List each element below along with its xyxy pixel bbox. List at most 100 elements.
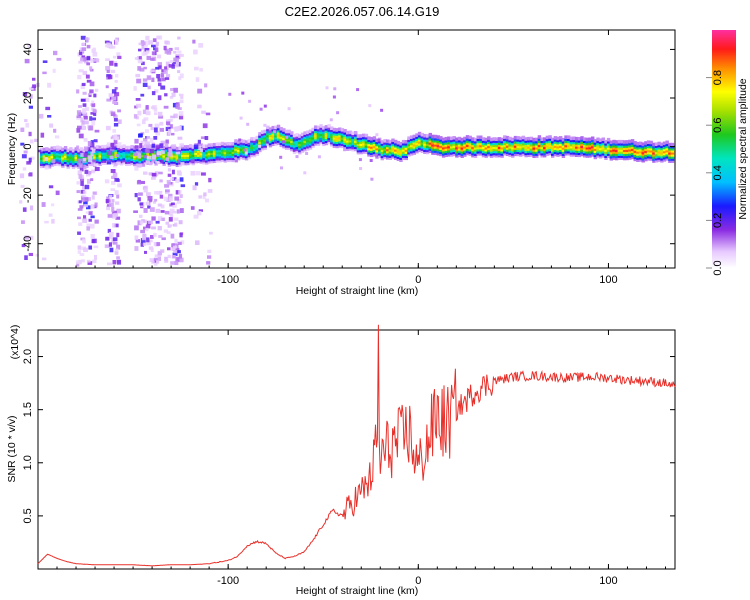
spectrogram-cell — [420, 141, 424, 145]
spectrogram-cell — [628, 139, 632, 144]
spectrogram-cell — [367, 148, 371, 153]
spectrogram-cell — [114, 146, 118, 150]
spectrogram-speckle — [77, 245, 82, 250]
spectrogram-speckle — [142, 50, 148, 56]
spectrogram-cell — [61, 157, 65, 162]
spectrogram-cell — [85, 160, 89, 164]
spectrogram-cell — [468, 135, 472, 140]
spectrogram-speckle — [157, 203, 162, 207]
spectrogram-cell — [266, 133, 270, 138]
spectrogram-cell — [420, 149, 424, 153]
spectrogram-cell — [559, 140, 563, 144]
spectrogram-speckle — [83, 204, 88, 208]
spectrogram-cell — [53, 152, 57, 156]
spectrogram-cell — [362, 139, 366, 144]
spectrogram-cell — [300, 149, 305, 153]
spectrogram-cell — [114, 156, 118, 161]
snr-frame — [37, 329, 676, 570]
spectrogram-cell — [215, 159, 219, 163]
spectrogram-cell — [308, 131, 313, 136]
spectrogram-speckle — [195, 240, 200, 246]
spectrogram-speckle — [94, 202, 98, 208]
spectrogram-cell — [596, 141, 600, 146]
spectrogram-cell — [263, 133, 267, 138]
spectrogram-cell — [324, 127, 329, 131]
spectrogram-cell — [45, 161, 49, 166]
spectrogram-speckle — [86, 44, 91, 49]
spectrogram-speckle — [77, 216, 81, 220]
spectrogram-speckle — [157, 216, 163, 221]
spectrogram-cell — [364, 133, 369, 138]
spectrogram-cell — [447, 151, 451, 155]
spectrogram-cell — [346, 130, 350, 135]
spectrogram-cell — [593, 151, 597, 156]
spectrogram-cell — [378, 152, 382, 156]
spectrogram-speckle — [76, 181, 80, 185]
spectrogram-speckle — [133, 210, 138, 213]
spectrogram-cell — [489, 152, 494, 156]
chart-title: C2E2.2026.057.06.14.G19 — [285, 4, 440, 19]
spectrogram-cell — [346, 137, 350, 141]
spectrogram-speckle — [76, 262, 80, 267]
spectrogram-cell — [340, 142, 345, 147]
spectrogram-cell — [236, 146, 241, 150]
spectrogram-cell — [657, 147, 661, 152]
spectrogram-cell — [69, 161, 73, 166]
spectrogram-cell — [103, 161, 108, 165]
spectrogram-cell — [154, 155, 158, 160]
spectrogram-speckle — [149, 258, 155, 262]
spectrogram-speckle — [168, 224, 172, 228]
spectrogram-cell — [476, 150, 480, 154]
spectrogram-cell — [343, 131, 347, 135]
spectrogram-speckle — [325, 86, 329, 90]
spectrogram-cell — [117, 144, 121, 148]
spectrogram-cell — [39, 148, 44, 152]
spectrogram-cell — [551, 146, 555, 150]
spectrogram-cell — [127, 149, 132, 154]
spectrogram-cell — [324, 125, 329, 129]
spectrogram-speckle — [158, 65, 162, 69]
spectrogram-cell — [194, 157, 198, 162]
spectrogram-speckle — [155, 130, 161, 136]
spectrogram-cell — [665, 142, 669, 147]
spectrogram-cell — [119, 145, 124, 149]
spectrogram-cell — [479, 141, 483, 146]
spectrogram-cell — [290, 131, 294, 135]
spectrogram-speckle — [49, 123, 54, 128]
spectrogram-speckle — [159, 194, 164, 199]
spectrogram-cell — [625, 156, 629, 161]
spectrogram-speckle — [90, 112, 95, 115]
spectrogram-cell — [258, 134, 262, 138]
spectrogram-cell — [367, 146, 371, 151]
spectrogram-speckle — [109, 194, 113, 199]
spectrogram-cell — [324, 133, 329, 137]
spectrogram-cell — [401, 144, 406, 148]
spectrogram-speckle — [32, 84, 37, 88]
spectrogram-cell — [575, 153, 579, 157]
spectrogram-cell — [652, 159, 656, 163]
spectrogram-cell — [228, 154, 233, 158]
spectrogram-speckle — [106, 142, 111, 147]
spectrogram-cell — [247, 147, 251, 152]
spectrogram-cell — [545, 150, 550, 154]
spectrogram-cell — [391, 155, 395, 159]
spectrogram-cell — [495, 145, 499, 150]
spectrogram-speckle — [157, 95, 162, 101]
spectrogram-speckle — [115, 201, 120, 205]
spectrogram-speckle — [194, 66, 199, 71]
spectrogram-cell — [598, 146, 603, 151]
spectrogram-cell — [276, 137, 281, 141]
spectrogram-cell — [420, 147, 424, 151]
spectrogram-cell — [295, 137, 299, 141]
spectrogram-cell — [55, 151, 60, 156]
spectrogram-speckle — [80, 84, 85, 90]
spectrogram-cell — [98, 147, 102, 152]
spectrogram-cell — [61, 147, 65, 152]
spectrogram-cell — [181, 147, 185, 151]
spectrogram-speckle — [84, 146, 89, 151]
spectrogram-cell — [191, 153, 195, 158]
spectrogram-cell — [306, 147, 310, 151]
spectrogram-speckle — [161, 78, 166, 82]
spectrogram-cell — [668, 155, 672, 159]
spectrogram-cell — [593, 153, 597, 158]
